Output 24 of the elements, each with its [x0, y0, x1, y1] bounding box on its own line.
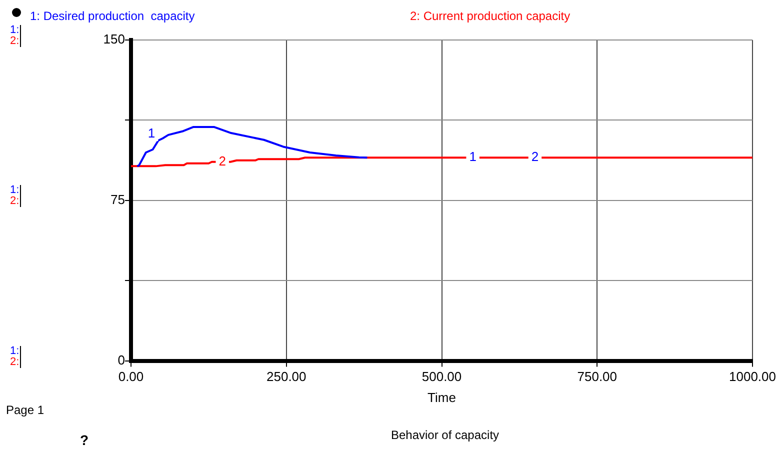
text: 2: [10, 35, 22, 47]
y-tick-label: 0 [118, 352, 125, 368]
x-tick-label: 500.00 [422, 369, 462, 384]
annotation: 2 [218, 153, 226, 168]
annotation: 1 [148, 126, 156, 141]
text: 1: [10, 344, 22, 357]
x-tick-label: 250.00 [266, 369, 306, 384]
x-tick-label: 750.00 [577, 369, 618, 384]
text: 2: Current production capacity [410, 9, 570, 23]
x-axis-title: Time [428, 390, 456, 405]
annotation: 2 [531, 149, 539, 164]
y-tick-label: 75 [110, 192, 125, 207]
text: 2: [10, 356, 22, 368]
y-tick-label: 150 [103, 32, 125, 47]
text: 2: [10, 195, 22, 208]
text: 1: [10, 24, 22, 36]
text: Page 1 [6, 403, 44, 417]
annotation: 1 [469, 149, 476, 164]
text: Behavior of capacity [390, 428, 500, 442]
text: 1: Desired production capacity [30, 9, 195, 23]
text: ? [80, 432, 89, 448]
text: 1: [10, 184, 22, 196]
x-tick-label: 1000.00 [729, 369, 776, 384]
x-tick-label: 0.00 [118, 369, 144, 384]
